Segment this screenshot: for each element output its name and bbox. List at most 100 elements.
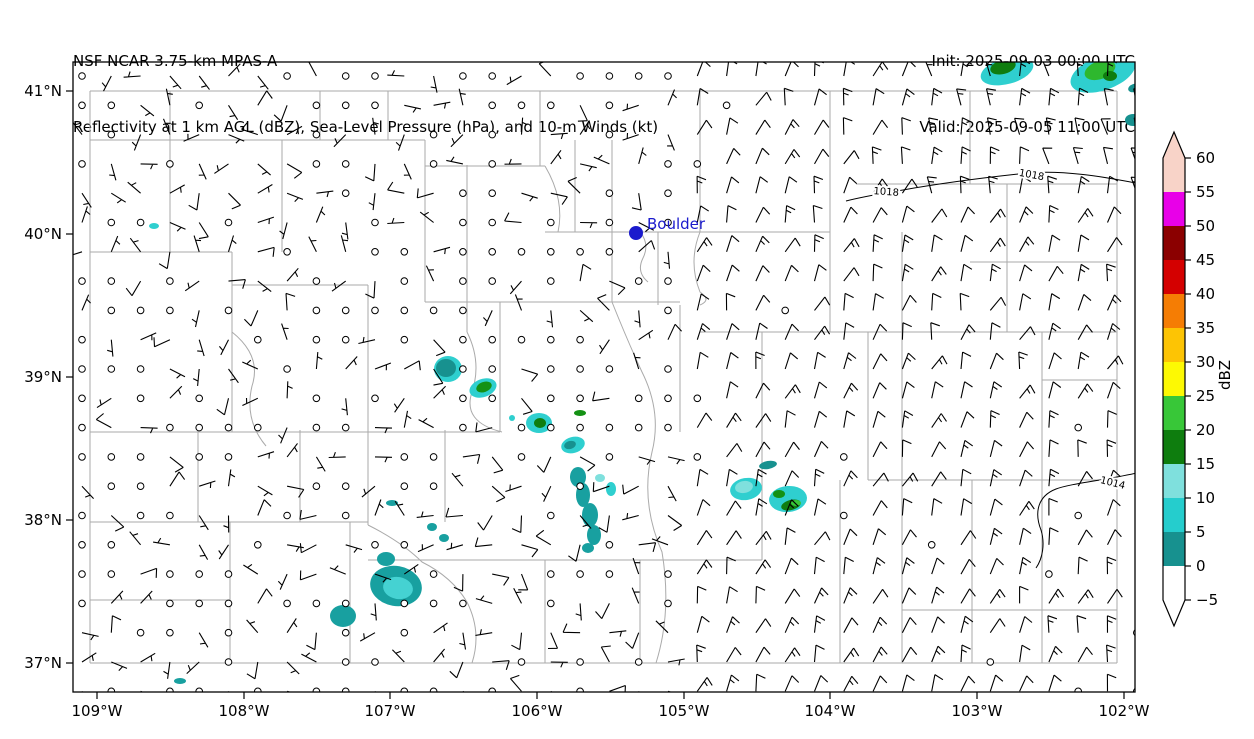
wind-barb — [696, 412, 713, 428]
wind-barb — [425, 265, 435, 282]
wind-barb — [931, 586, 945, 604]
wind-barb — [140, 427, 158, 434]
wind-barb — [843, 322, 855, 340]
wind-barb — [696, 175, 707, 194]
x-tick-label: 109°W — [72, 702, 123, 720]
calm-wind-circle — [341, 189, 350, 197]
colorbar-segment — [1163, 532, 1185, 566]
calm-wind-circle — [429, 306, 438, 315]
wind-barb — [872, 500, 888, 516]
wind-barb — [445, 507, 463, 518]
wind-barb — [696, 585, 707, 604]
wind-barb — [169, 471, 186, 487]
wind-barb — [1019, 176, 1031, 194]
wind-barb — [1048, 410, 1059, 428]
storm-ne-2 — [1070, 62, 1135, 93]
reflectivity-cell — [570, 467, 586, 487]
wind-barb — [169, 385, 183, 399]
wind-barb — [514, 294, 523, 311]
wind-barb — [784, 62, 799, 77]
calm-wind-circle — [429, 130, 438, 139]
wind-barb — [1019, 585, 1029, 604]
wind-barb — [989, 618, 1006, 634]
calm-wind-circle — [781, 306, 790, 315]
calm-wind-circle — [107, 453, 116, 461]
wind-barb — [1100, 118, 1111, 135]
wind-barb — [506, 75, 522, 86]
wind-barb — [989, 410, 1000, 428]
wind-barb — [1019, 411, 1034, 428]
cell-south-speck — [174, 678, 186, 684]
calm-wind-circle — [459, 394, 467, 403]
wind-barb — [163, 661, 171, 679]
wind-barb — [158, 251, 171, 270]
wind-barb — [755, 413, 772, 428]
reflectivity-cell — [582, 503, 598, 527]
wind-barb — [550, 192, 568, 205]
calm-wind-circle — [547, 599, 555, 608]
wind-barb — [696, 615, 710, 633]
wind-barb — [111, 661, 128, 671]
wind-barb — [931, 471, 947, 487]
reflectivity-layer — [149, 62, 1135, 684]
wind-barb — [1106, 294, 1122, 311]
wind-barb — [901, 263, 914, 282]
colorbar-under-arrow — [1163, 600, 1185, 626]
wind-barb — [755, 585, 766, 604]
x-tick-label: 105°W — [659, 702, 710, 720]
wind-barb — [755, 498, 768, 516]
reflectivity-cell — [574, 410, 586, 416]
wind-barb — [755, 382, 771, 399]
wind-barb — [726, 148, 741, 165]
wind-barb — [931, 355, 948, 370]
wind-barb — [1048, 205, 1059, 223]
wind-barb — [246, 661, 259, 680]
reflectivity-cell — [476, 381, 492, 393]
reflectivity-cell — [383, 576, 413, 600]
wind-barb — [696, 264, 711, 282]
wind-barb — [960, 530, 977, 546]
calm-wind-circle — [429, 687, 438, 692]
wind-barb — [198, 163, 207, 180]
wind-barb — [521, 397, 533, 415]
calm-wind-circle — [488, 130, 497, 139]
wind-barb — [483, 310, 493, 327]
colorbar-over-arrow — [1163, 132, 1185, 158]
calm-wind-circle — [488, 394, 497, 403]
wind-barb — [872, 353, 888, 370]
wind-barb — [403, 163, 412, 180]
wind-barb — [638, 329, 654, 341]
wind-barb — [140, 652, 156, 663]
wind-barb — [1047, 615, 1058, 633]
wind-barb — [345, 356, 358, 370]
wind-barb — [1137, 59, 1146, 76]
calm-wind-circle — [488, 160, 497, 168]
calm-wind-circle — [576, 335, 584, 344]
colorbar-tick-label: 25 — [1196, 387, 1215, 405]
wind-barb — [446, 156, 464, 165]
wind-barb — [1019, 206, 1034, 223]
wind-barb — [547, 632, 559, 650]
calm-wind-circle — [371, 658, 379, 666]
wind-barb — [1106, 263, 1116, 282]
calm-wind-circle — [693, 160, 702, 168]
wind-barb — [1137, 557, 1148, 574]
storm-ne-1 — [980, 62, 1034, 86]
wind-barb — [1137, 384, 1152, 399]
wind-barb — [595, 603, 610, 619]
calm-wind-circle — [576, 248, 584, 256]
calm-wind-circle — [488, 277, 497, 285]
calm-wind-circle — [224, 306, 233, 315]
wind-barb — [755, 618, 772, 634]
wind-barb — [430, 75, 438, 93]
wind-barb — [127, 181, 141, 194]
wind-barb — [696, 293, 710, 311]
calm-wind-circle — [400, 335, 409, 344]
reflectivity-cell — [439, 534, 449, 542]
calm-wind-circle — [341, 101, 350, 110]
wind-barb — [1137, 499, 1148, 516]
calm-wind-circle — [283, 511, 291, 520]
wind-barb — [308, 236, 317, 253]
calm-wind-circle — [722, 101, 731, 110]
wind-barb — [872, 646, 888, 663]
